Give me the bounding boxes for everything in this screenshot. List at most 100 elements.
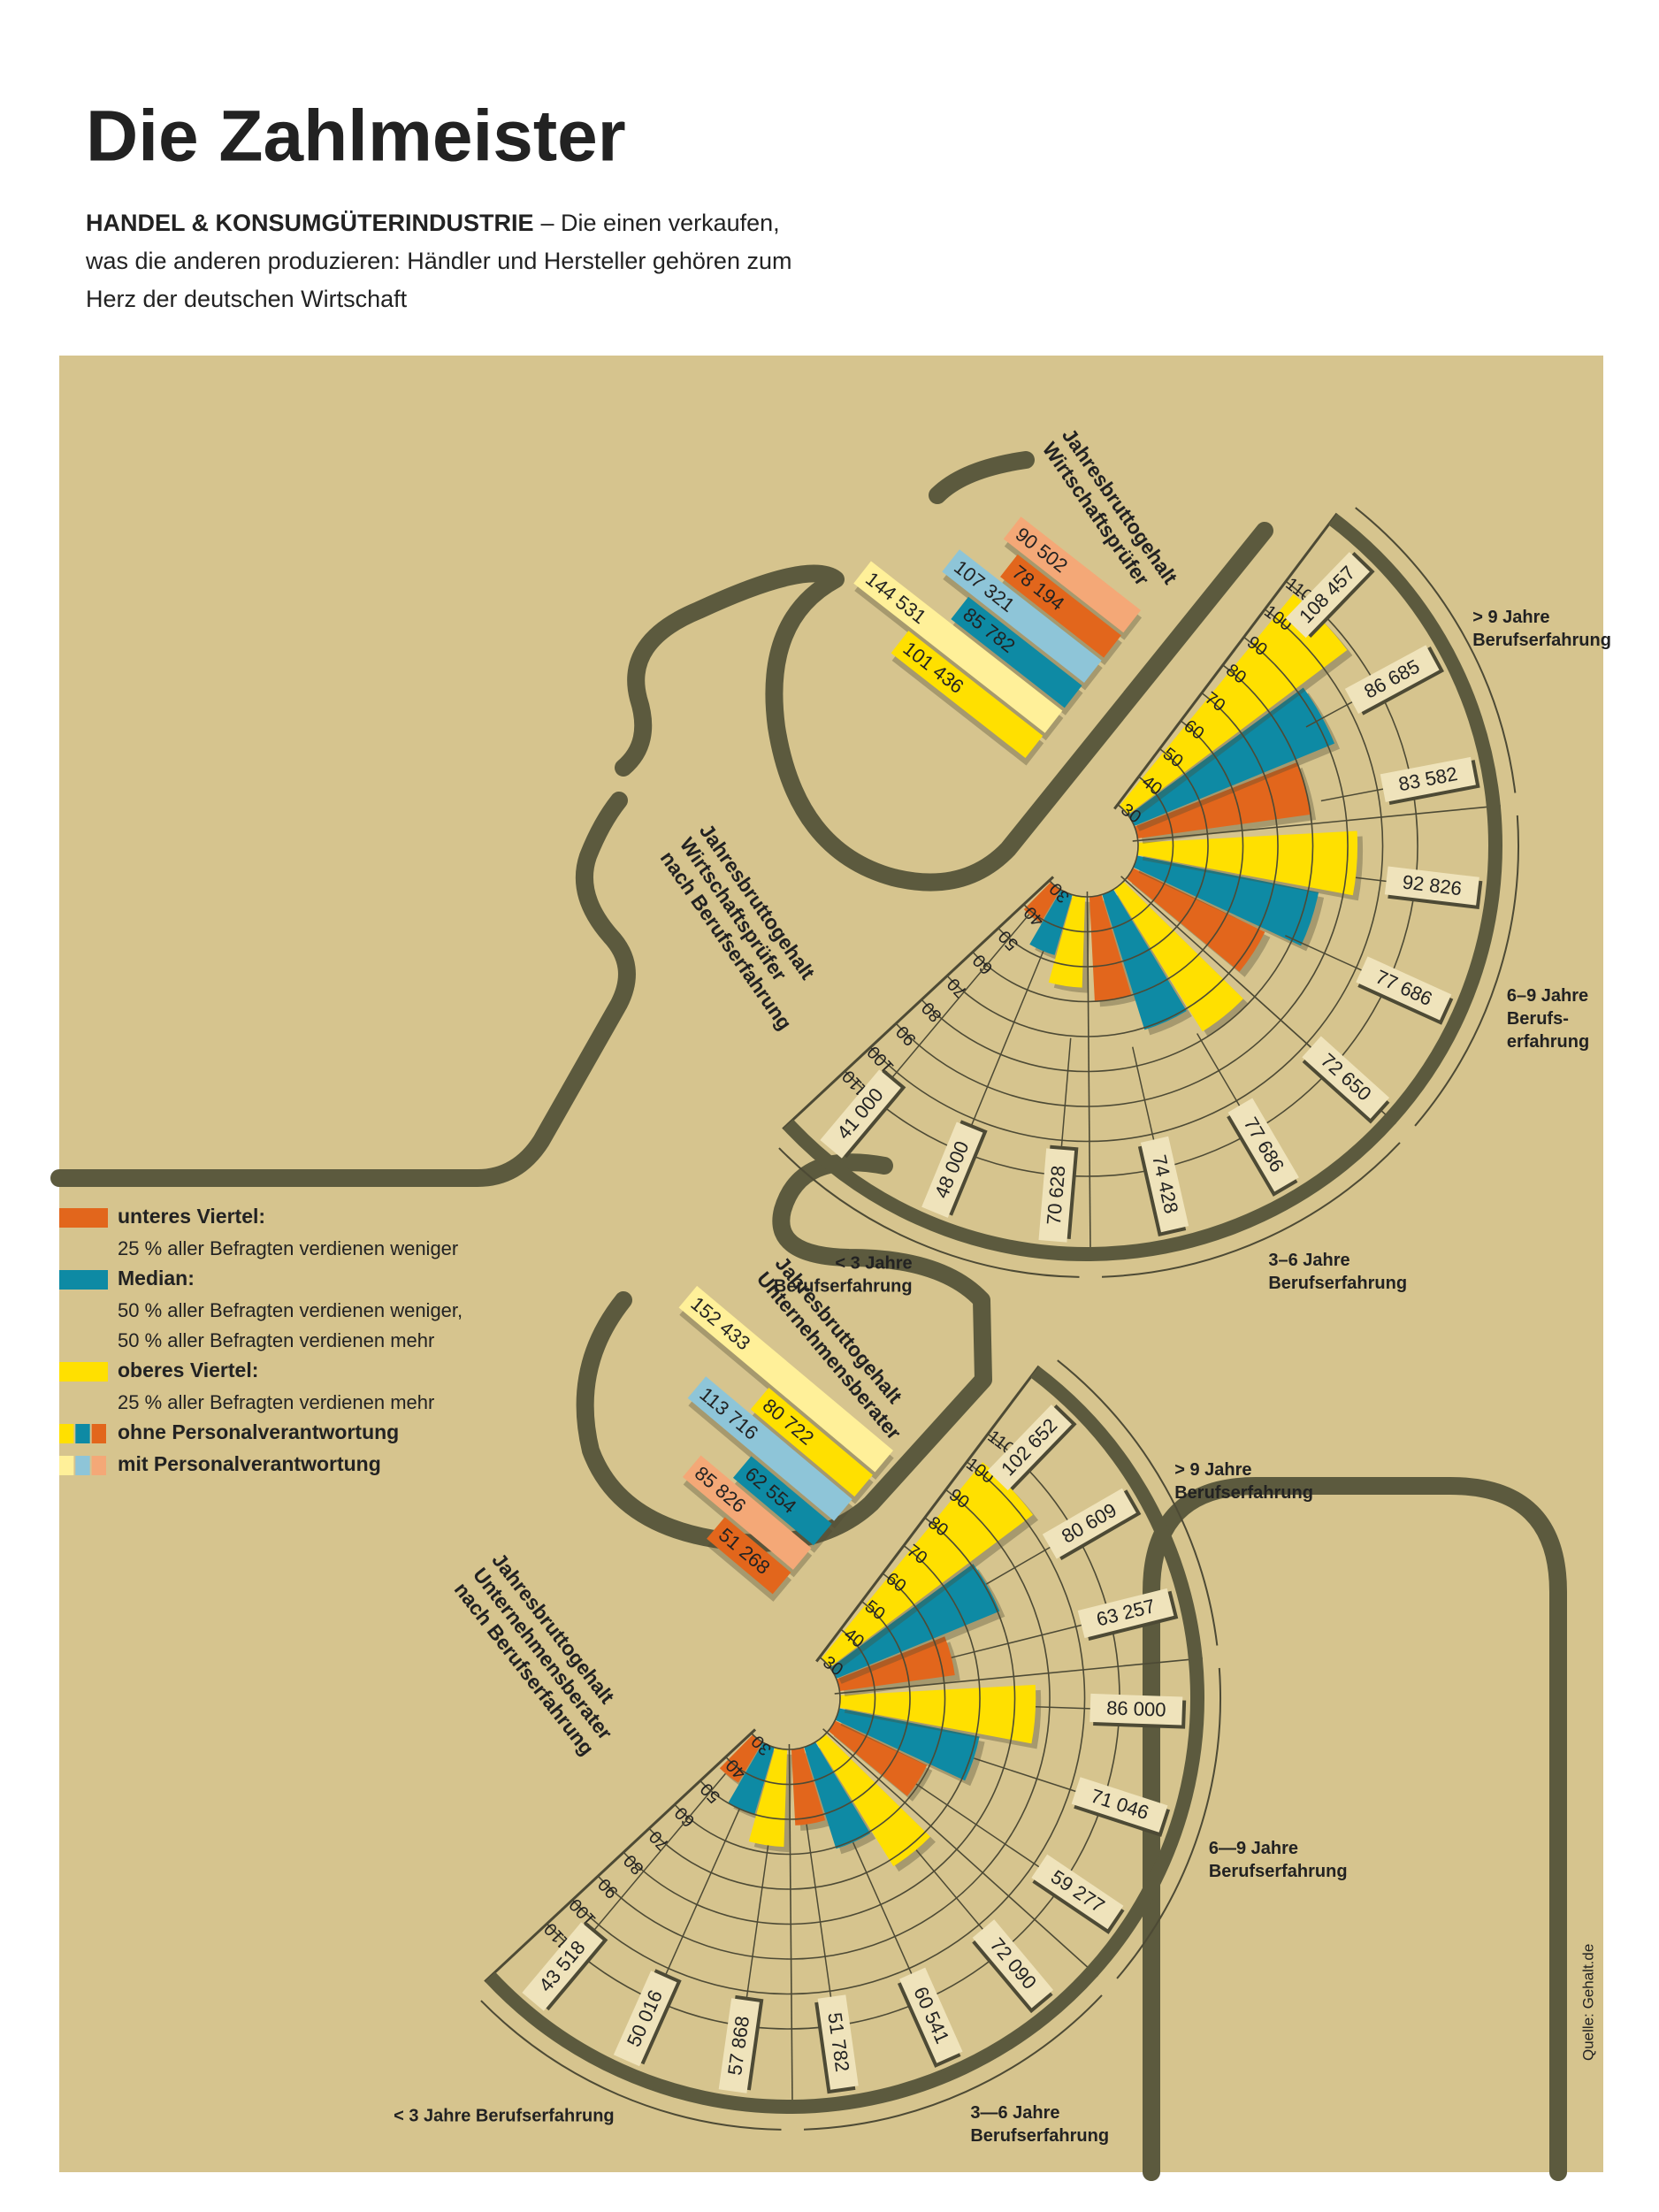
- callout-box: [1344, 645, 1440, 715]
- callout-leader: [1320, 787, 1388, 802]
- bar: [1119, 593, 1348, 815]
- group-label: > 9 Jahre: [1472, 608, 1549, 627]
- callout: 70 628: [1038, 1144, 1079, 1243]
- group-bracket: [1414, 815, 1519, 1127]
- summary-bar: [732, 1456, 832, 1546]
- legend-text: 50 % aller Befragten verdienen mehr: [118, 1329, 434, 1351]
- callout-leader: [745, 1845, 769, 2001]
- legend-swatch: [75, 1456, 90, 1475]
- legend-label: oberes Viertel:: [118, 1359, 258, 1382]
- callout: 92 826: [1384, 866, 1483, 910]
- bar: [791, 1747, 826, 1825]
- source: Quelle: Gehalt.de: [1579, 1944, 1596, 2061]
- bar: [1126, 868, 1265, 972]
- legend-label: Median:: [118, 1267, 195, 1290]
- callout-box: [1042, 1488, 1136, 1559]
- callout-box: [1140, 1136, 1189, 1233]
- bar: [839, 1684, 1036, 1744]
- spoke: [1086, 889, 1091, 1261]
- callout-box: [1384, 866, 1479, 906]
- bar: [1089, 894, 1132, 1002]
- callout-leader: [985, 1544, 1054, 1585]
- group-label: Berufserfahrung: [970, 2126, 1109, 2146]
- legend-swatch: [59, 1362, 108, 1382]
- legend-swatch: [91, 1424, 106, 1443]
- callout-box: [1356, 956, 1452, 1021]
- group-label: 6—9 Jahre: [1209, 1839, 1298, 1858]
- callout-leader: [1131, 1046, 1156, 1144]
- spoke: [484, 1727, 758, 1983]
- bar: [728, 1742, 775, 1815]
- bar: [1133, 855, 1319, 946]
- callout-box: [898, 1967, 963, 2063]
- callout-box: [1285, 552, 1370, 639]
- group-label: Berufserfahrung: [1472, 631, 1611, 650]
- bar: [804, 1741, 871, 1849]
- hub: [1041, 800, 1133, 892]
- callout-label: 86 000: [1106, 1696, 1166, 1720]
- callout: 57 868: [718, 1994, 764, 2093]
- group-bracket: [1355, 507, 1517, 793]
- bar: [719, 1734, 763, 1783]
- summary-bar: [678, 1285, 893, 1473]
- group-label: erfahrung: [1507, 1032, 1589, 1052]
- bar: [1128, 687, 1335, 826]
- group-label: Berufserfahrung: [1174, 1483, 1313, 1503]
- callout: 86 000: [1089, 1693, 1187, 1729]
- road: [929, 451, 1035, 504]
- summary-bar: [1003, 517, 1141, 633]
- spoke: [1112, 512, 1339, 811]
- bar: [1137, 830, 1358, 896]
- callout-box: [1031, 1854, 1124, 1930]
- callout-leader: [915, 1783, 1043, 1870]
- callout-box: [1038, 1148, 1075, 1243]
- road: [50, 792, 636, 1187]
- legend-text: 50 % aller Befragten verdienen weniger,: [118, 1299, 463, 1321]
- callout-leader: [1305, 700, 1356, 728]
- callout-leader: [592, 1772, 726, 1933]
- group-label: 3–6 Jahre: [1268, 1251, 1349, 1270]
- group-bracket: [803, 1994, 1103, 2131]
- group-bracket: [1116, 1667, 1221, 1979]
- group-bracket: [1101, 1142, 1401, 1278]
- legend-text: 25 % aller Befragten verdienen mehr: [118, 1391, 434, 1413]
- spoke: [782, 875, 1056, 1130]
- callout-leader: [974, 1757, 1080, 1794]
- legend-swatch: [75, 1424, 90, 1443]
- group-label: Berufs-: [1507, 1009, 1569, 1029]
- summary-bar: [682, 1455, 812, 1570]
- legend-label: ohne Personalverantwortung: [118, 1420, 399, 1443]
- subtitle-line: was die anderen produzieren: Händler und…: [85, 248, 791, 274]
- callout-box: [972, 1919, 1054, 2009]
- callout-leader: [663, 1808, 740, 1978]
- callout-label: 70 628: [1043, 1165, 1070, 1226]
- callout-leader: [1036, 1705, 1094, 1710]
- subtitle-line: – Die einen verkaufen,: [541, 210, 780, 236]
- callout-leader: [1285, 935, 1365, 973]
- hub: [743, 1652, 835, 1744]
- group-label: 3—6 Jahre: [970, 2103, 1059, 2123]
- callout-box: [718, 1998, 760, 2093]
- group-label: < 3 Jahre: [835, 1254, 912, 1274]
- callout-box: [522, 1922, 603, 2011]
- legend-swatch: [59, 1270, 108, 1290]
- callout: 51 782: [814, 1994, 859, 2094]
- group-label: Berufserfahrung: [1268, 1274, 1407, 1293]
- callout-box: [1227, 1098, 1299, 1192]
- callout-leader: [1060, 1037, 1072, 1150]
- summary-bar: [853, 561, 1063, 733]
- callout-box: [820, 1069, 901, 1159]
- callout-box: [1380, 756, 1476, 802]
- callout-box: [987, 1405, 1072, 1491]
- summary-bar: [942, 549, 1102, 683]
- summary-bar: [707, 1517, 791, 1595]
- spoke: [1130, 805, 1501, 843]
- bar: [748, 1747, 788, 1848]
- callout-leader: [1196, 1033, 1242, 1109]
- outer-ring: [783, 513, 1503, 1261]
- callout-box: [817, 1994, 859, 2090]
- outer-ring: [485, 1366, 1205, 2114]
- callout-box: [1077, 1588, 1174, 1639]
